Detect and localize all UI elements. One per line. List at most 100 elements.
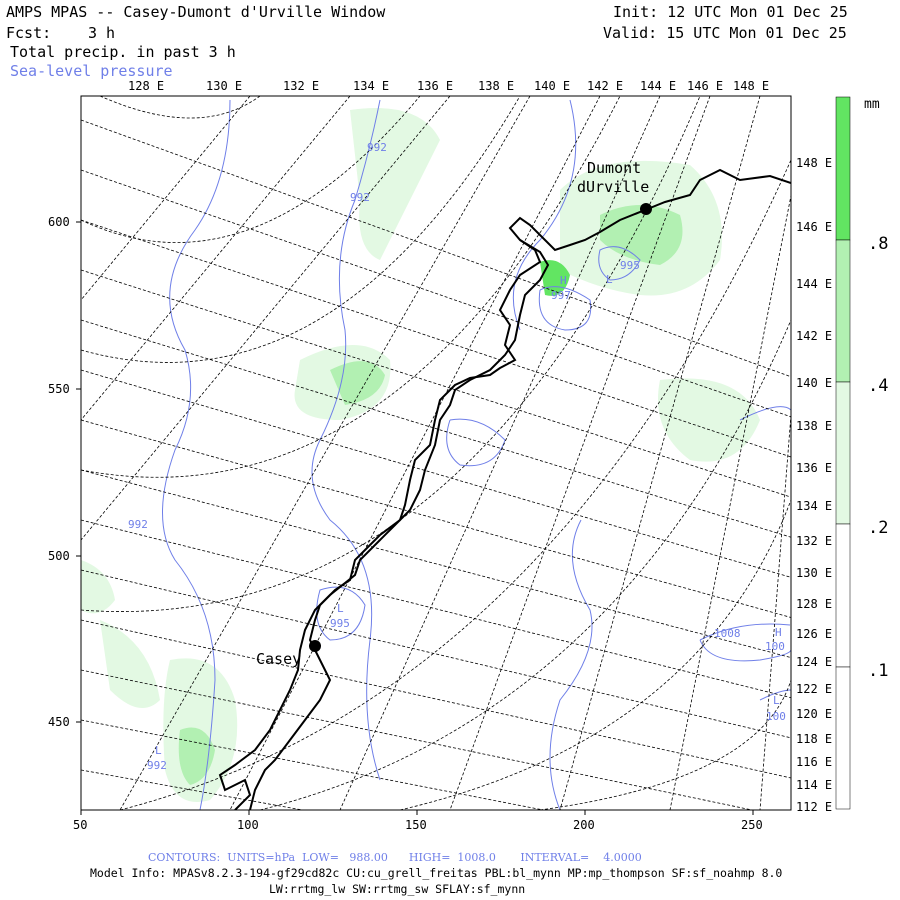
right-lon-label: 130 E [796,566,832,580]
contour-label: 997 [551,289,571,302]
x-tick-label: 200 [573,818,595,832]
contour-sw [549,519,593,810]
contour-inlet [446,418,506,467]
right-lon-label: 138 E [796,419,832,433]
right-lon-labels: 148 E 146 E 144 E 142 E 140 E 138 E 136 … [796,156,832,814]
map-title: AMPS MPAS -- Casey-Dumont d'Urville Wind… [6,3,386,21]
contour-label: 992 [367,141,387,154]
right-lon-label: 116 E [796,755,832,769]
graticule [81,96,791,810]
top-lon-label: 140 E [534,79,570,93]
high-low-marker: L [337,602,344,615]
top-lon-label: 130 E [206,79,242,93]
precip-band-north [350,108,440,260]
legend-swatch-mid [835,239,851,383]
right-lon-label: 124 E [796,655,832,669]
coastline-inner [218,239,550,810]
contour-label: 100 [766,710,786,723]
x-axis-ticks: 50 100 150 200 250 [73,810,763,832]
right-lon-label: 122 E [796,682,832,696]
contour-label: 995 [330,617,350,630]
contour-east [739,406,791,701]
init-time: Init: 12 UTC Mon 01 Dec 25 [613,3,848,21]
top-lon-label: 128 E [128,79,164,93]
y-axis-ticks: 600 550 500 450 [48,215,81,729]
legend-swatch-dark [835,96,851,241]
y-tick-label: 600 [48,215,70,229]
precip-legend: mm .8 .4 .2 .1 [835,96,888,810]
forecast-value: 3 h [88,24,116,42]
field-precip-label: Total precip. in past 3 h [10,43,236,61]
contour-992-north [311,99,381,781]
contour-labels: 992 992 992 992 995 997 995 1008 100 100… [128,141,786,772]
y-tick-label: 500 [48,549,70,563]
contour-label: 992 [128,518,148,531]
top-lon-label: 146 E [687,79,723,93]
top-lon-label: 148 E [733,79,769,93]
contour-label: 992 [147,759,167,772]
top-lon-label: 134 E [353,79,389,93]
slp-contours [162,99,791,810]
right-lon-label: 112 E [796,800,832,814]
right-lon-label: 132 E [796,534,832,548]
high-low-marker: L [773,694,780,707]
legend-swatch-none [835,666,851,810]
top-lon-label: 142 E [587,79,623,93]
right-lon-label: 120 E [796,707,832,721]
contour-992-west [162,99,231,810]
valid-time: Valid: 15 UTC Mon 01 Dec 25 [603,24,847,42]
contour-1008 [699,623,791,662]
high-low-marker: L [606,273,613,286]
x-tick-label: 150 [405,818,427,832]
right-lon-label: 134 E [796,499,832,513]
station-label-casey: Casey [256,650,301,668]
map-border [80,95,792,811]
right-lon-label: 140 E [796,376,832,390]
high-low-marker: H [775,626,782,639]
legend-unit: mm [864,97,880,112]
contour-995-casey [316,586,366,641]
legend-level: .1 [868,661,888,681]
contour-info: CONTOURS: UNITS=hPa LOW= 988.00 HIGH= 10… [148,851,642,864]
right-lon-label: 142 E [796,329,832,343]
legend-level: .4 [868,376,888,396]
high-low-marker: L [155,744,162,757]
right-lon-label: 118 E [796,732,832,746]
station-label-dumont: Dumont [587,159,641,177]
precip-shading [81,108,760,802]
top-lon-label: 132 E [283,79,319,93]
contour-995-dumont [598,246,641,281]
legend-level: .2 [868,518,888,538]
dumont-durville-marker [640,203,652,215]
contour-label: 992 [350,191,370,204]
right-lon-label: 144 E [796,277,832,291]
x-tick-label: 100 [237,818,259,832]
contour-label: 100 [765,640,785,653]
right-lon-label: 126 E [796,627,832,641]
casey-marker [309,640,321,652]
model-info-line1: Model Info: MPASv8.2.3-194-gf29cd82c CU:… [90,866,782,880]
legend-level: .8 [868,234,888,254]
contour-label: 1008 [714,627,741,640]
x-tick-label: 50 [73,818,87,832]
right-lon-label: 146 E [796,220,832,234]
y-tick-label: 450 [48,715,70,729]
precip-area-west [81,560,115,614]
legend-swatch-light [835,381,851,525]
x-tick-label: 250 [741,818,763,832]
right-lon-label: 114 E [796,778,832,792]
top-lon-label: 136 E [417,79,453,93]
model-info-line2: LW:rrtmg_lw SW:rrtmg_sw SFLAY:sf_mynn [269,882,525,896]
precip-area-sw [100,620,160,708]
precip-band-casey-core [178,727,215,785]
contour-997-h [538,286,592,331]
top-lon-label: 138 E [478,79,514,93]
contour-label: 995 [620,259,640,272]
right-lon-label: 128 E [796,597,832,611]
y-tick-label: 550 [48,382,70,396]
top-lon-labels: 128 E 130 E 132 E 134 E 136 E 138 E 140 … [128,79,769,93]
legend-swatch-lightest [835,523,851,668]
forecast-label: Fcst: [6,24,52,42]
station-label-durville: dUrville [577,178,649,196]
